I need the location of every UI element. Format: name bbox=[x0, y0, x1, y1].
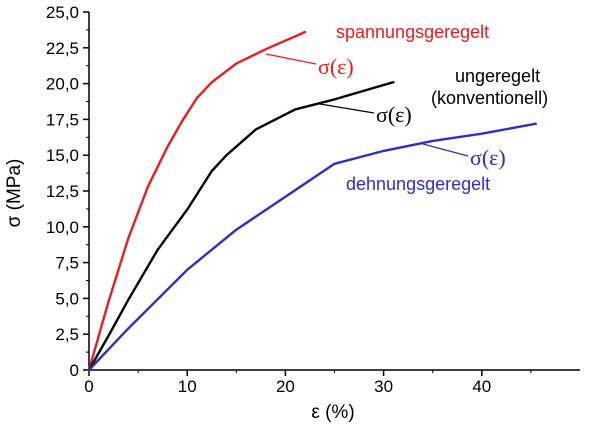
y-tick-label: 20,0 bbox=[46, 75, 79, 94]
y-tick-label: 10,0 bbox=[46, 218, 79, 237]
annotation-1: spannungsgeregelt bbox=[336, 22, 489, 42]
annotation-3: ungeregelt bbox=[455, 66, 540, 86]
series-line-2 bbox=[87, 80, 395, 372]
x-tick-label: 0 bbox=[84, 377, 93, 396]
y-tick-label: 7,5 bbox=[55, 254, 79, 273]
y-tick-label: 15,0 bbox=[46, 146, 79, 165]
annotation-leaders bbox=[265, 53, 469, 157]
annotation-leader-3 bbox=[422, 143, 469, 157]
x-tick-label: 40 bbox=[472, 377, 491, 396]
x-tick-label: 10 bbox=[178, 377, 197, 396]
y-tick-label: 17,5 bbox=[46, 110, 79, 129]
annotation-layer: spannungsgeregelt σ(ε) ungeregelt(konventi… bbox=[318, 22, 548, 194]
x-tick-label: 30 bbox=[374, 377, 393, 396]
y-tick-label: 5,0 bbox=[55, 289, 79, 308]
y-tick-label: 25,0 bbox=[46, 3, 79, 22]
y-axis-title: σ (MPa) bbox=[4, 159, 25, 228]
y-tick-label: 12,5 bbox=[46, 182, 79, 201]
x-tick-label: 20 bbox=[276, 377, 295, 396]
annotation-2: σ(ε) bbox=[318, 54, 354, 79]
annotation-leader-1 bbox=[265, 53, 317, 65]
annotation-6: σ(ε) bbox=[470, 145, 506, 170]
series-line-3 bbox=[87, 122, 537, 372]
axis-ticks: 0 2,5 5,0 7,5 10,0 12,5 15,0 17,5 20,0 22,5 25,0 0 1… bbox=[46, 3, 532, 396]
series-layer bbox=[87, 30, 537, 372]
y-tick-label: 22,5 bbox=[46, 39, 79, 58]
annotation-leader-2 bbox=[319, 103, 375, 114]
series-line-1 bbox=[87, 30, 307, 372]
annotation-4: (konventionell) bbox=[431, 88, 548, 108]
y-tick-label: 0 bbox=[70, 361, 79, 380]
y-tick-label: 2,5 bbox=[55, 325, 79, 344]
annotation-5: σ(ε) bbox=[376, 102, 412, 127]
x-axis-title: ε (%) bbox=[311, 402, 354, 423]
annotation-7: dehnungsgeregelt bbox=[346, 174, 490, 194]
